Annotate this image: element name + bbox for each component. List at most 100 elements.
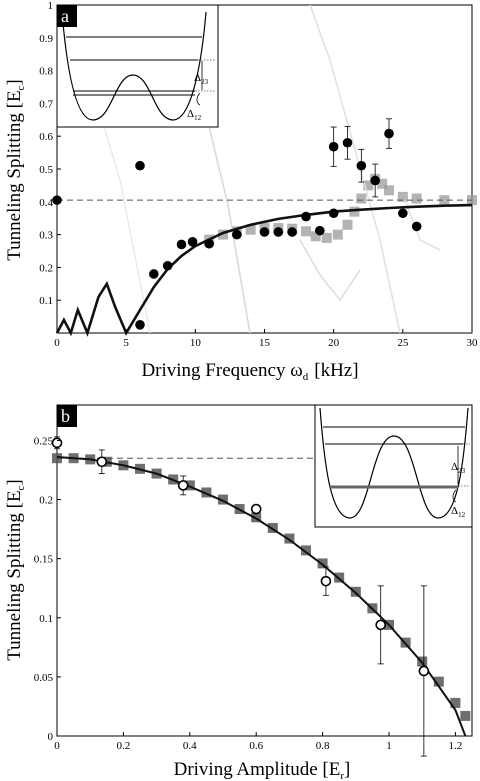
y-tick-label: 0.8 [39, 66, 53, 78]
data-point [342, 137, 353, 148]
data-point [162, 260, 173, 271]
band-segment [450, 697, 461, 708]
panel-b-inset-potential [319, 407, 469, 519]
x-tick-label: 0.8 [316, 740, 330, 752]
band-segment [460, 710, 471, 721]
band-segment [184, 480, 195, 491]
band-segment [218, 229, 228, 240]
data-point [187, 237, 198, 247]
band-segment [384, 185, 394, 196]
band-segment [201, 487, 212, 498]
panel-b-letter: b [61, 406, 70, 426]
panel-a-inset-delta12-label: Δ12 [187, 108, 202, 122]
panel-a-y-axis-label: Tunneling Splitting [Ec] [4, 79, 27, 261]
x-tick-label: 0.4 [183, 740, 197, 752]
panel-a-y-ticks: 0.1 0.2 0.3 0.4 0.5 0.6 0.7 0.8 0.9 1 [39, 0, 61, 307]
panel-a-letter-box [57, 5, 77, 27]
data-point [232, 229, 242, 240]
data-point [301, 211, 311, 222]
panel-b-x-axis-label: Driving Amplitude [Er] [174, 759, 351, 781]
data-point [273, 227, 284, 237]
data-point [328, 141, 339, 152]
x-tick-label: 5 [123, 337, 129, 349]
data-point [177, 480, 189, 491]
y-tick-label: 1 [48, 0, 54, 12]
data-point [52, 195, 62, 205]
data-point [204, 238, 214, 249]
panel-b-x-ticks: 0 0.2 0.4 0.6 0.8 1 1.2 [54, 732, 462, 752]
y-tick-label: 0.2 [39, 495, 53, 507]
band-segment [301, 226, 311, 237]
band-segment [433, 676, 444, 687]
panel-b-inset-delta23-label: Δ23 [451, 461, 466, 475]
data-point [250, 503, 262, 515]
data-point [135, 160, 145, 171]
data-point [176, 239, 187, 250]
data-point [51, 437, 63, 449]
y-tick-label: 0.2 [39, 262, 53, 274]
panel-a-theory-curve [55, 203, 473, 337]
data-point [370, 175, 380, 186]
data-point [398, 208, 408, 219]
y-tick-label: 0 [48, 731, 54, 743]
y-tick-label: 0.1 [39, 613, 53, 625]
x-tick-label: 30 [467, 337, 479, 349]
data-point [418, 665, 430, 677]
band-segment [332, 229, 343, 240]
x-tick-label: 0 [54, 740, 60, 752]
band-segment [310, 231, 321, 242]
panel-b-inset-delta12-label: Δ12 [451, 505, 466, 519]
panel-b-inset: Δ23 Δ12 [314, 404, 473, 528]
data-point [315, 225, 325, 236]
band-segment [439, 195, 450, 206]
panel-a-inset-frame [56, 4, 219, 128]
x-tick-label: 1.2 [449, 740, 463, 752]
y-tick-label: 0.05 [34, 672, 54, 684]
band-segment [342, 219, 353, 230]
panel-a-inset-delta23-label: Δ23 [194, 72, 209, 86]
data-point [328, 208, 339, 219]
data-point [149, 269, 159, 279]
data-point [375, 619, 387, 631]
y-tick-label: 0.1 [39, 295, 53, 307]
panel-a-inset: Δ23 Δ12 [56, 4, 219, 128]
panel-b-inset-frame [314, 404, 473, 528]
band-segment [301, 545, 311, 556]
band-segment [321, 232, 332, 243]
data-point [356, 160, 367, 171]
data-point [411, 221, 422, 232]
band-segment [397, 191, 408, 202]
panel-b-y-ticks: 0 0.05 0.1 0.15 0.2 0.25 [34, 435, 61, 743]
x-tick-label: 0 [54, 337, 60, 349]
band-segment [218, 494, 228, 505]
y-tick-label: 0.4 [39, 197, 53, 209]
band-segment [251, 512, 262, 523]
panel-b-letter-box [57, 405, 77, 427]
data-point [287, 227, 297, 237]
x-tick-label: 1 [386, 740, 392, 752]
x-tick-label: 15 [259, 337, 271, 349]
data-point [135, 320, 145, 330]
band-segment [267, 522, 278, 533]
band-segment [411, 193, 422, 204]
x-tick-label: 10 [190, 337, 202, 349]
panel-a: 0 5 10 15 20 25 30 0.1 0.2 0.3 0.4 0.5 0.6 0.7 0.8 0.9… [4, 0, 478, 383]
band-segment [284, 533, 295, 544]
x-tick-label: 25 [397, 337, 409, 349]
band-segment [363, 180, 374, 191]
panel-a-letter: a [61, 6, 69, 26]
panel-a-inset-potential [61, 11, 207, 121]
x-tick-label: 20 [328, 337, 340, 349]
data-point [384, 128, 394, 139]
data-point [320, 575, 332, 587]
y-tick-label: 0.9 [39, 33, 53, 45]
panel-a-x-axis-label: Driving Frequency ωd [kHz] [141, 360, 358, 383]
y-tick-label: 0.3 [39, 230, 53, 242]
panel-b-y-axis-label: Tunneling Splitting [Ec] [4, 479, 27, 661]
panel-a-x-ticks: 0 5 10 15 20 25 30 [54, 329, 478, 349]
y-tick-label: 0.25 [34, 435, 54, 447]
y-tick-label: 0.7 [39, 98, 53, 110]
panel-b: 0 0.2 0.4 0.6 0.8 1 1.2 0 0.05 0.1 0.15 0.2 0.25 Δ2… [4, 404, 473, 781]
band-segment [245, 224, 256, 235]
